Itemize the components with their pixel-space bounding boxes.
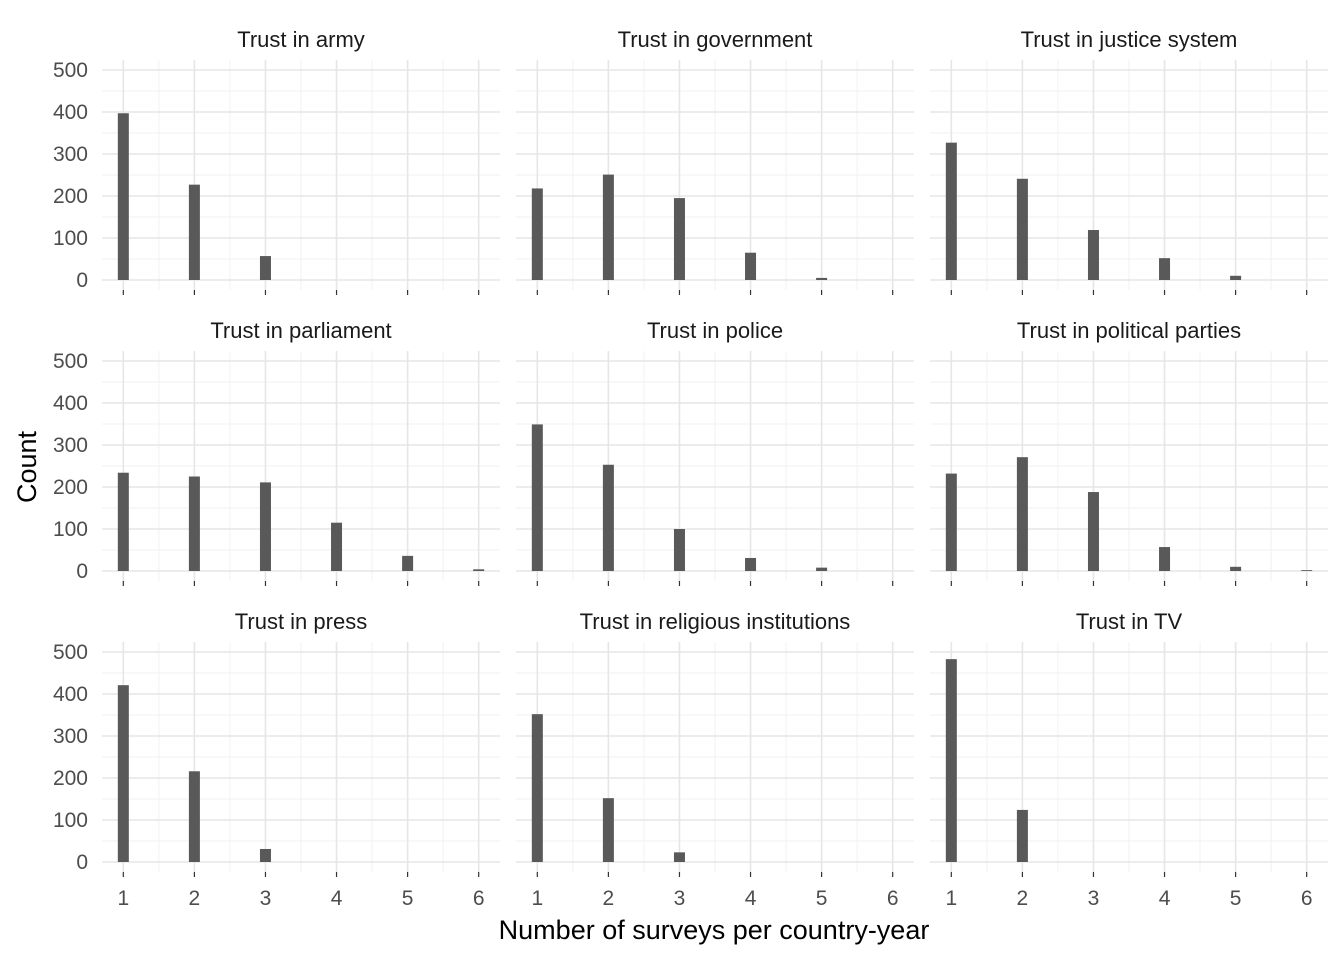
panel-4: Trust in parliament 0 100 200 300 400 500 bbox=[53, 318, 500, 586]
panel-8: Trust in religious institutions 1 2 3 4 5 6 bbox=[516, 609, 914, 910]
y-tick-label: 0 bbox=[76, 269, 88, 292]
x-axis-title: Number of surveys per country-year bbox=[499, 915, 930, 945]
bar bbox=[945, 473, 957, 571]
x-tick-label: 3 bbox=[1088, 887, 1100, 910]
x-tick-label: 4 bbox=[331, 887, 343, 910]
y-tick-label: 300 bbox=[53, 725, 88, 748]
bar bbox=[531, 714, 543, 862]
bar bbox=[745, 557, 757, 571]
y-tick-label: 300 bbox=[53, 434, 88, 457]
panel-title: Trust in police bbox=[647, 318, 783, 343]
bar bbox=[1159, 547, 1171, 571]
x-tick-label: 5 bbox=[402, 887, 414, 910]
panel-3: Trust in justice system bbox=[930, 27, 1328, 295]
y-tick-label: 400 bbox=[53, 392, 88, 415]
panel-2: Trust in government bbox=[516, 27, 914, 295]
x-tick-label: 4 bbox=[745, 887, 757, 910]
bar bbox=[402, 555, 414, 571]
x-tick-label: 5 bbox=[1230, 887, 1242, 910]
bar bbox=[602, 174, 614, 280]
bar bbox=[602, 464, 614, 571]
bar bbox=[1230, 566, 1242, 571]
y-tick-label: 200 bbox=[53, 185, 88, 208]
bar bbox=[259, 256, 271, 280]
bar bbox=[673, 198, 685, 280]
bar bbox=[945, 659, 957, 862]
bar bbox=[673, 529, 685, 571]
bar bbox=[816, 567, 828, 571]
y-tick-label: 0 bbox=[76, 851, 88, 874]
bar bbox=[1087, 492, 1099, 571]
x-tick-label: 3 bbox=[674, 887, 686, 910]
y-tick-label: 100 bbox=[53, 227, 88, 250]
bar bbox=[1016, 457, 1028, 571]
y-tick-label: 200 bbox=[53, 476, 88, 499]
bar bbox=[117, 113, 129, 280]
bar bbox=[259, 482, 271, 571]
x-tick-label: 6 bbox=[1301, 887, 1313, 910]
y-tick-label: 500 bbox=[53, 350, 88, 373]
bar bbox=[1016, 178, 1028, 280]
y-tick-label: 400 bbox=[53, 101, 88, 124]
y-tick-label: 500 bbox=[53, 641, 88, 664]
bar bbox=[816, 277, 828, 280]
bar bbox=[1230, 275, 1242, 280]
panel-title: Trust in army bbox=[237, 27, 365, 52]
bar bbox=[117, 472, 129, 571]
bar bbox=[1016, 809, 1028, 862]
bar bbox=[188, 771, 200, 862]
x-tick-label: 1 bbox=[945, 887, 957, 910]
panel-9: Trust in TV 1 2 3 4 5 6 bbox=[930, 609, 1328, 910]
y-tick-label: 0 bbox=[76, 560, 88, 583]
panel-title: Trust in political parties bbox=[1017, 318, 1241, 343]
bar bbox=[331, 522, 343, 571]
panel-title: Trust in press bbox=[235, 609, 367, 634]
x-tick-label: 2 bbox=[189, 887, 201, 910]
y-tick-label: 500 bbox=[53, 59, 88, 82]
y-tick-label: 300 bbox=[53, 143, 88, 166]
y-tick-label: 100 bbox=[53, 518, 88, 541]
bar bbox=[188, 184, 200, 280]
x-tick-label: 2 bbox=[603, 887, 615, 910]
bar bbox=[188, 476, 200, 571]
panel-7: Trust in press 0 100 200 300 400 500 1 2 3 4 5 6 bbox=[53, 609, 500, 910]
panel-6: Trust in political parties bbox=[930, 318, 1328, 586]
bar bbox=[1087, 230, 1099, 280]
bar bbox=[473, 569, 485, 571]
x-tick-label: 2 bbox=[1017, 887, 1029, 910]
bar bbox=[1301, 570, 1313, 571]
bar bbox=[673, 852, 685, 862]
x-tick-label: 6 bbox=[473, 887, 485, 910]
bar bbox=[259, 848, 271, 862]
x-tick-label: 1 bbox=[117, 887, 129, 910]
bar bbox=[117, 685, 129, 862]
x-tick-label: 6 bbox=[887, 887, 899, 910]
bar bbox=[602, 798, 614, 862]
bar bbox=[745, 252, 757, 280]
y-tick-label: 400 bbox=[53, 683, 88, 706]
x-tick-label: 4 bbox=[1159, 887, 1171, 910]
x-tick-label: 5 bbox=[816, 887, 828, 910]
bar bbox=[1159, 258, 1171, 280]
x-tick-label: 1 bbox=[531, 887, 543, 910]
bar bbox=[531, 424, 543, 571]
panel-title: Trust in TV bbox=[1076, 609, 1183, 634]
bar bbox=[945, 142, 957, 280]
y-tick-label: 200 bbox=[53, 767, 88, 790]
y-tick-label: 100 bbox=[53, 809, 88, 832]
y-axis-title: Count bbox=[12, 430, 42, 503]
panel-5: Trust in police bbox=[516, 318, 914, 586]
panel-title: Trust in government bbox=[618, 27, 813, 52]
panel-title: Trust in religious institutions bbox=[580, 609, 851, 634]
panel-title: Trust in justice system bbox=[1021, 27, 1238, 52]
bar bbox=[531, 188, 543, 280]
x-tick-label: 3 bbox=[260, 887, 272, 910]
panel-1: Trust in army 0 100 200 300 400 500 bbox=[53, 27, 500, 295]
panel-title: Trust in parliament bbox=[210, 318, 391, 343]
